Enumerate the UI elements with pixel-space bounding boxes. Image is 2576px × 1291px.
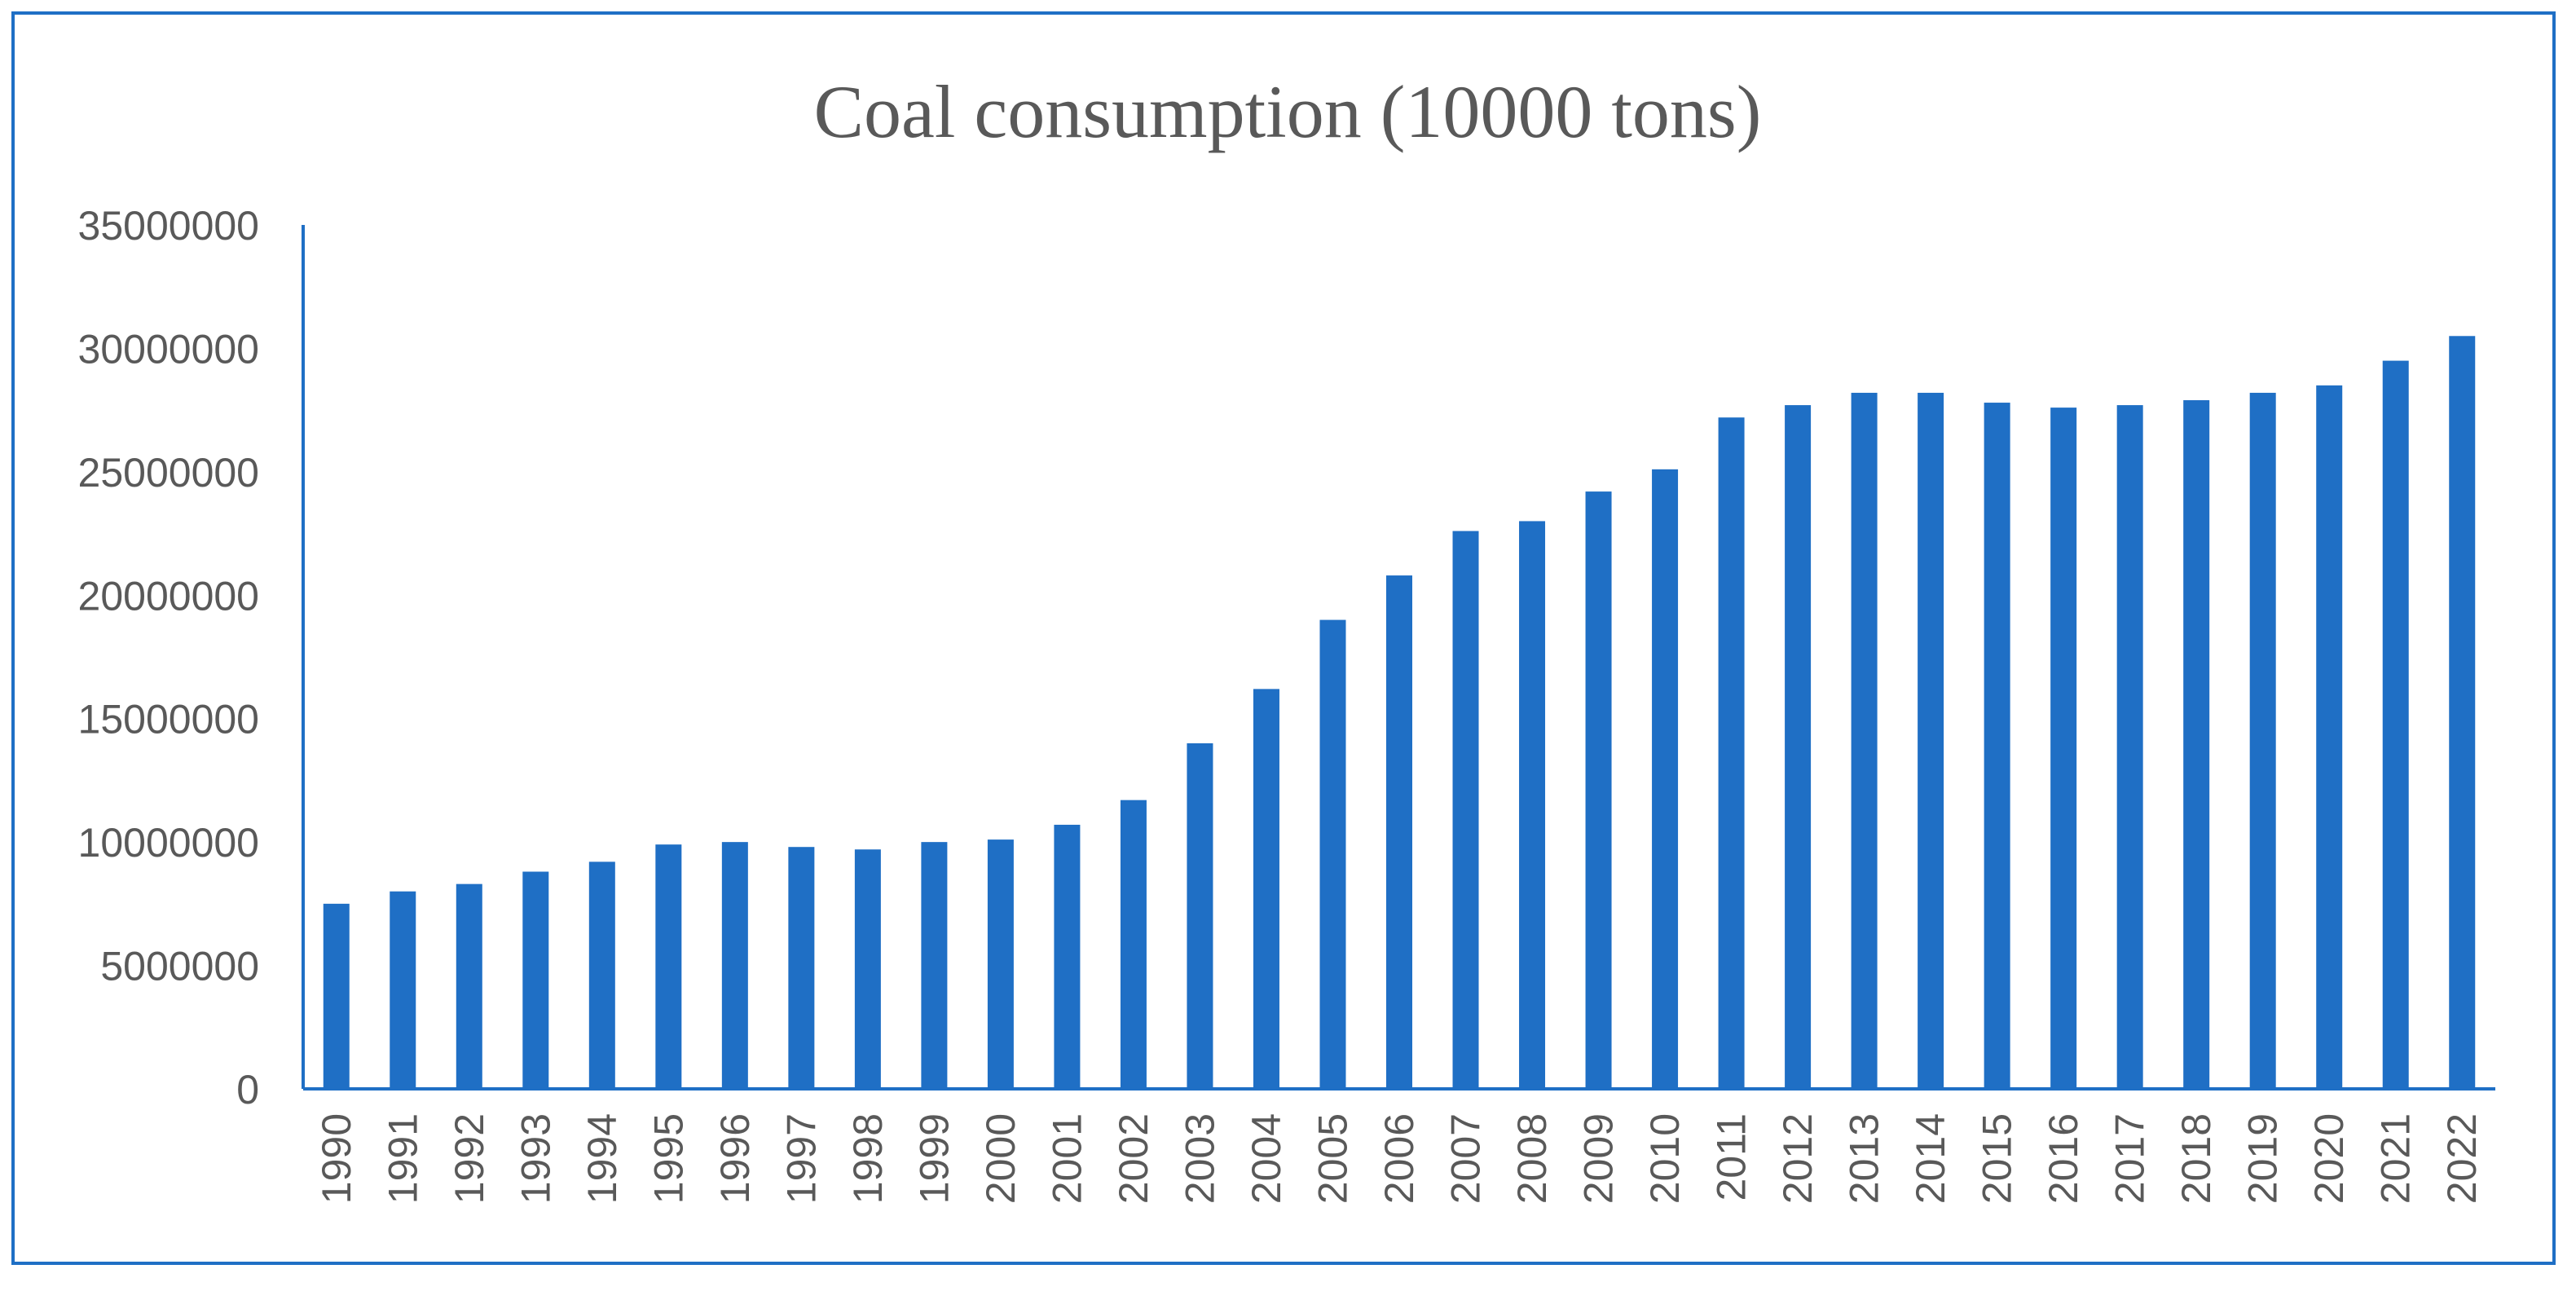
x-tick-label: 2014 — [1908, 1113, 1953, 1204]
bar-2001 — [1054, 824, 1081, 1089]
y-tick-label: 10000000 — [78, 820, 259, 866]
bar-1990 — [323, 903, 350, 1089]
bar-1998 — [854, 849, 881, 1089]
x-tick-label: 2005 — [1310, 1113, 1355, 1204]
x-tick-label: 2019 — [2240, 1113, 2286, 1204]
bar-2007 — [1452, 531, 1479, 1089]
y-tick-label: 15000000 — [78, 697, 259, 742]
y-tick-label: 30000000 — [78, 326, 259, 372]
x-tick-label: 1998 — [845, 1113, 891, 1204]
x-tick-label: 2006 — [1376, 1113, 1422, 1204]
y-axis-tick-labels: 0 5000000 10000000 15000000 20000000 25000000… — [78, 203, 259, 1113]
bar-2013 — [1851, 392, 1878, 1089]
bar-2006 — [1386, 575, 1412, 1089]
y-tick-label: 5000000 — [100, 944, 259, 989]
x-tick-label: 2021 — [2373, 1113, 2419, 1204]
x-tick-label: 2013 — [1842, 1113, 1887, 1204]
bar-2015 — [1984, 403, 2010, 1089]
bar-2021 — [2382, 360, 2409, 1090]
x-tick-label: 2015 — [1975, 1113, 2020, 1204]
x-tick-label: 1991 — [380, 1113, 425, 1204]
y-tick-label: 25000000 — [78, 450, 259, 496]
bar-2011 — [1718, 417, 1745, 1089]
x-tick-label: 1995 — [645, 1113, 691, 1204]
bar-2010 — [1652, 469, 1679, 1089]
x-tick-label: 2002 — [1111, 1113, 1156, 1204]
x-tick-label: 1994 — [579, 1113, 625, 1204]
x-axis-tick-labels: 1990 1991 1992 1993 1994 1995 1996 1997 1998 1999… — [314, 1113, 2485, 1204]
x-tick-label: 2011 — [1709, 1113, 1755, 1201]
x-tick-label: 2020 — [2306, 1113, 2352, 1204]
y-tick-label: 35000000 — [78, 203, 259, 249]
bar-1993 — [522, 871, 549, 1089]
bar-2012 — [1785, 405, 1812, 1090]
bar-2018 — [2183, 400, 2210, 1089]
bar-1997 — [788, 847, 815, 1089]
bar-2004 — [1253, 689, 1279, 1089]
x-tick-label: 2016 — [2041, 1113, 2086, 1204]
x-tick-label: 2008 — [1509, 1113, 1555, 1204]
x-tick-label: 2009 — [1576, 1113, 1622, 1204]
x-tick-label: 2017 — [2107, 1113, 2153, 1204]
bar-1995 — [655, 844, 682, 1089]
x-tick-label: 2001 — [1044, 1113, 1090, 1204]
bar-2003 — [1187, 743, 1213, 1089]
bar-2000 — [987, 839, 1014, 1089]
bar-2005 — [1319, 619, 1346, 1089]
bars — [323, 336, 2476, 1090]
bar-1996 — [721, 842, 748, 1089]
bar-1991 — [390, 891, 416, 1089]
y-tick-label: 20000000 — [78, 573, 259, 619]
bar-2016 — [2050, 408, 2077, 1090]
x-tick-label: 2004 — [1244, 1113, 1289, 1204]
bar-1994 — [588, 861, 615, 1089]
bar-2020 — [2316, 385, 2343, 1089]
chart-title: Coal consumption (10000 tons) — [814, 70, 1762, 153]
x-tick-label: 1997 — [778, 1113, 824, 1204]
x-tick-label: 2018 — [2173, 1113, 2219, 1204]
bar-2008 — [1519, 521, 1546, 1089]
bar-2022 — [2449, 336, 2476, 1089]
bar-2014 — [1918, 392, 1944, 1089]
x-tick-label: 1999 — [911, 1113, 957, 1204]
x-tick-label: 2003 — [1177, 1113, 1222, 1204]
x-tick-label: 2000 — [978, 1113, 1024, 1204]
bar-2009 — [1585, 491, 1612, 1089]
x-tick-label: 2012 — [1775, 1113, 1821, 1204]
x-tick-label: 1993 — [513, 1113, 558, 1204]
x-tick-label: 1996 — [712, 1113, 758, 1204]
bar-2019 — [2249, 392, 2276, 1089]
bar-1992 — [456, 883, 482, 1089]
bar-2017 — [2116, 405, 2143, 1090]
x-tick-label: 1992 — [447, 1113, 492, 1204]
bar-1999 — [921, 842, 948, 1089]
x-tick-label: 2007 — [1443, 1113, 1489, 1204]
x-tick-label: 2010 — [1642, 1113, 1688, 1204]
bar-2002 — [1120, 800, 1147, 1089]
x-tick-label: 1990 — [314, 1113, 359, 1204]
x-tick-label: 2022 — [2439, 1113, 2485, 1204]
y-tick-label: 0 — [236, 1067, 259, 1113]
